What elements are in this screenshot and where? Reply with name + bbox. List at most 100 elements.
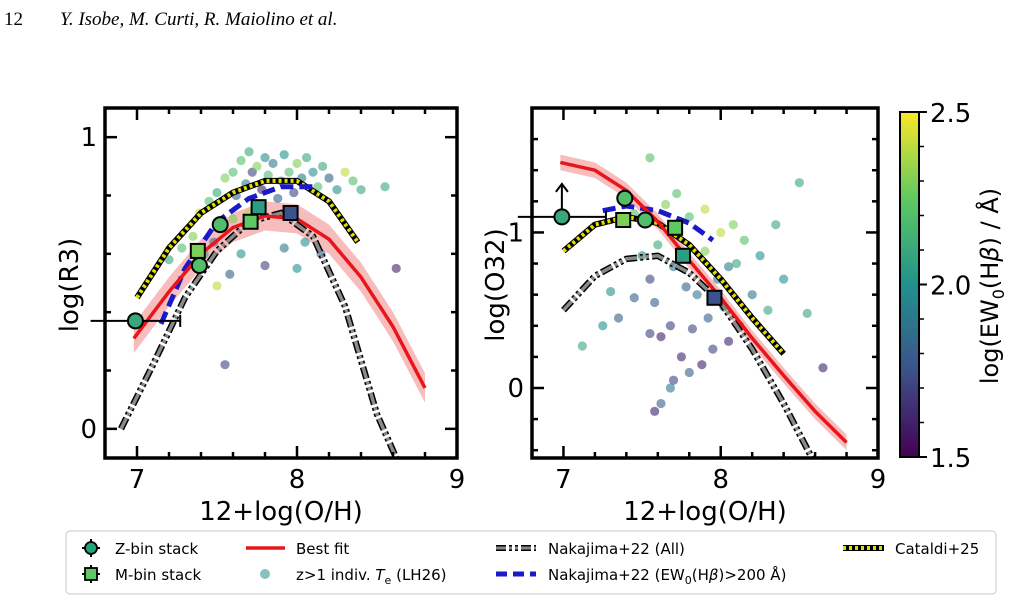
mbin-stack-point (674, 247, 691, 264)
individual-point (676, 352, 687, 362)
plot-area-right (559, 153, 848, 458)
individual-point (356, 185, 366, 195)
individual-point (723, 336, 734, 346)
individual-point (629, 293, 639, 303)
individual-point (300, 237, 310, 247)
legend-indiv-marker (260, 569, 270, 579)
individual-point (225, 269, 235, 279)
zbin-stack-point (126, 312, 144, 330)
zbin-stack-point (636, 211, 654, 229)
individual-point (177, 243, 187, 253)
individual-point (656, 332, 666, 342)
legend-bestfit-label: Best fit (296, 540, 349, 558)
individual-point (391, 263, 401, 274)
individual-point (318, 161, 328, 171)
individual-point (665, 383, 676, 393)
colorbar-tick-label: 2.0 (930, 272, 971, 302)
mbin-stack-point (242, 213, 259, 230)
individual-point (273, 193, 283, 204)
individual-point (244, 147, 254, 157)
best-fit-line (559, 160, 848, 444)
x-tick-label: 9 (870, 465, 887, 495)
individual-point (313, 182, 323, 192)
individual-point (716, 227, 726, 238)
individual-point (324, 173, 334, 183)
best-fit-line (132, 214, 427, 389)
legend-nak-all-label: Nakajima+22 (All) (548, 540, 685, 558)
individual-point (755, 251, 765, 261)
individual-point (308, 167, 318, 177)
individual-point (577, 341, 587, 351)
legend-zbin-marker (82, 539, 100, 557)
x-axis-label: 12+log(O/H) (199, 497, 363, 527)
individual-point (703, 313, 713, 323)
individual-point (348, 176, 358, 186)
individual-point (260, 152, 270, 163)
zbin-stack-point (616, 189, 634, 207)
individual-point (668, 375, 679, 385)
individual-point (252, 161, 262, 171)
individual-point (645, 153, 655, 163)
individual-point (763, 305, 773, 315)
individual-point (302, 152, 312, 163)
colorbar-tick-label: 1.5 (930, 444, 971, 474)
individual-point (771, 220, 781, 230)
axes-frame (530, 106, 880, 460)
page-header: 12 Y. Isobe, M. Curti, R. Maiolino et al… (0, 0, 1013, 40)
best-fit-band (133, 201, 426, 403)
x-tick-label: 7 (129, 465, 146, 495)
individual-point (802, 308, 812, 318)
axes-frame (103, 106, 459, 460)
individual-point (672, 188, 682, 199)
individual-point (598, 321, 608, 331)
individual-point (779, 274, 789, 284)
legend-nak-ew-label: Nakajima+22 (EW0(Hβ)>200 Å) (548, 565, 786, 587)
mbin-stack-point (706, 289, 723, 306)
colorbar: 1.5 2.0 2.5 log(EW0(Hβ) / Å) (899, 99, 1008, 474)
individual-point (279, 243, 289, 253)
individual-point (692, 290, 702, 300)
individual-point (220, 360, 230, 370)
page-number: 12 (4, 9, 23, 30)
nakajima-all-line (119, 211, 398, 458)
individual-point (228, 167, 238, 177)
legend-indiv-label: z>1 indiv. Te (LH26) (296, 566, 447, 587)
individual-point (723, 262, 734, 272)
individual-point (665, 321, 676, 331)
individual-point (292, 158, 302, 169)
legend-mbin-label: M-bin stack (115, 566, 201, 584)
individual-point (697, 360, 707, 370)
individual-point (188, 231, 198, 241)
individual-point (645, 328, 655, 339)
x-tick-label: 8 (289, 465, 306, 495)
individual-point (212, 187, 222, 198)
x-axis-label: 12+log(O/H) (623, 497, 787, 527)
zbin-stack-point (553, 208, 571, 226)
individual-point (284, 167, 294, 177)
mbin-stack-point (615, 212, 632, 228)
mbin-stack-point (189, 242, 206, 259)
legend-cataldi-label: Cataldi+25 (895, 540, 979, 558)
individual-point (220, 173, 230, 183)
nakajima-ew-line (602, 203, 715, 243)
panel-left: 7 8 9 0 1 12+log(O/H) log(R3) (55, 106, 466, 527)
y-axis-label: log(O32) (481, 228, 511, 341)
colorbar-gradient (899, 111, 920, 458)
legend: Z-bin stack M-bin stack Best fit z>1 ind… (65, 530, 997, 595)
x-tick-label: 9 (449, 465, 466, 495)
y-tick-label: 0 (507, 374, 524, 404)
individual-point (292, 263, 302, 274)
individual-point (653, 240, 663, 250)
individual-point (236, 249, 246, 259)
individual-point (606, 286, 616, 297)
y-axis-label: log(R3) (55, 238, 85, 333)
individual-point (289, 187, 299, 198)
individual-point (650, 297, 660, 308)
individual-point (739, 235, 749, 245)
nakajima-all-line (562, 253, 814, 458)
individual-point (747, 290, 757, 300)
individual-point (818, 363, 828, 373)
individual-point (613, 313, 624, 323)
zbin-arrow-head (555, 182, 569, 193)
